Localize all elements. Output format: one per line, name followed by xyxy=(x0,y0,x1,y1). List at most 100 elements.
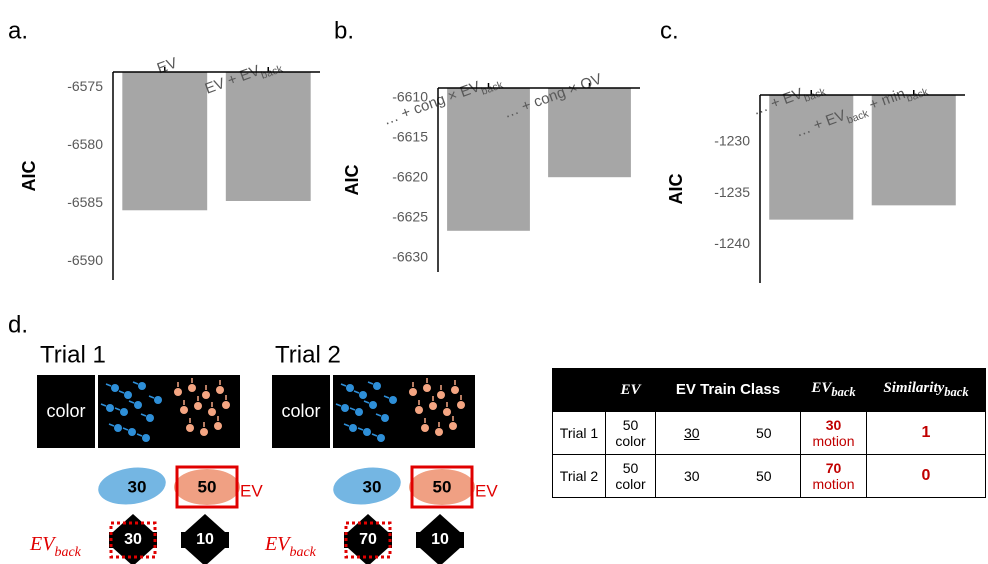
dot xyxy=(346,384,354,392)
text-part: EV xyxy=(620,382,640,398)
y-tick-label: -6590 xyxy=(67,252,103,268)
dot xyxy=(449,422,457,430)
header-cell xyxy=(553,369,606,412)
page: {"chart_data": [ {"type": "bar", "label"… xyxy=(0,0,988,564)
dot xyxy=(409,388,417,396)
dot xyxy=(421,424,429,432)
bar xyxy=(122,72,207,210)
dot xyxy=(457,401,465,409)
dot xyxy=(174,388,182,396)
ev-value: 30 xyxy=(128,477,147,496)
train-cell: 30 xyxy=(656,412,728,455)
bar xyxy=(226,72,311,201)
ev-source: color xyxy=(606,433,655,449)
dot xyxy=(373,382,381,390)
ev-value: 30 xyxy=(363,477,382,496)
header-cell: EV xyxy=(606,369,656,412)
dot xyxy=(200,428,208,436)
y-tick-label: -6610 xyxy=(392,89,428,105)
dot xyxy=(138,382,146,390)
stimulus-box xyxy=(333,375,475,448)
dot xyxy=(202,391,210,399)
dot xyxy=(111,384,119,392)
dot xyxy=(188,384,196,392)
train-cell: 30 xyxy=(656,455,728,498)
text-part: EV xyxy=(811,380,831,396)
ev-back-label: EVback xyxy=(29,533,82,560)
y-tick-label: -6580 xyxy=(67,136,103,152)
ev-source: color xyxy=(606,476,655,492)
dot xyxy=(359,391,367,399)
ev-label: EV xyxy=(240,481,263,500)
similarity-cell: 0 xyxy=(867,455,986,498)
back-value: 30 xyxy=(124,531,142,548)
dot xyxy=(114,424,122,432)
train-cell: 50 xyxy=(728,455,801,498)
bar xyxy=(872,95,956,205)
text-part: EV Train Class xyxy=(676,381,780,398)
dot xyxy=(120,408,128,416)
ev-value: 50 xyxy=(198,477,217,496)
dot xyxy=(369,401,377,409)
subscript: back xyxy=(831,385,855,399)
dot xyxy=(186,424,194,432)
dot xyxy=(381,414,389,422)
y-tick-label: -6585 xyxy=(67,194,103,210)
cue-label: color xyxy=(281,401,320,421)
y-tick-label: -6630 xyxy=(392,249,428,265)
dot xyxy=(389,396,397,404)
dot xyxy=(142,434,150,442)
y-tick-label: -6625 xyxy=(392,209,428,225)
y-axis-label: AIC xyxy=(19,161,39,192)
header-row: EVEV Train ClassEVbackSimilarityback xyxy=(553,369,986,412)
y-tick-label: -1230 xyxy=(714,133,750,149)
ev-back-label: EVback xyxy=(264,533,317,560)
dot xyxy=(435,428,443,436)
text-part: EV xyxy=(29,533,57,555)
dot xyxy=(208,408,216,416)
dot xyxy=(214,422,222,430)
train-cell: 50 xyxy=(728,412,801,455)
panel-label: d. xyxy=(8,311,28,338)
ev-number: 50 xyxy=(606,460,655,476)
cue-label: color xyxy=(46,401,85,421)
ev-value: 50 xyxy=(433,477,452,496)
dot xyxy=(429,402,437,410)
summary-table: EVEV Train ClassEVbackSimilaritybackTria… xyxy=(552,368,986,498)
dot xyxy=(355,408,363,416)
y-tick-label: -6620 xyxy=(392,169,428,185)
back-value: 10 xyxy=(196,531,214,548)
dot xyxy=(443,408,451,416)
dot xyxy=(106,404,114,412)
dot xyxy=(415,406,423,414)
dot xyxy=(154,396,162,404)
dot xyxy=(128,428,136,436)
stimulus-box xyxy=(98,375,240,448)
trial-title: Trial 1 xyxy=(40,341,106,368)
header-cell: Similarityback xyxy=(867,369,986,412)
back-value: 70 xyxy=(359,531,377,548)
subscript: back xyxy=(54,545,81,560)
y-tick-label: -1240 xyxy=(714,235,750,251)
y-tick-label: -6575 xyxy=(67,78,103,94)
back-value: 10 xyxy=(431,531,449,548)
ev-number: 50 xyxy=(606,417,655,433)
y-tick-label: -6615 xyxy=(392,129,428,145)
dot xyxy=(134,401,142,409)
similarity-cell: 1 xyxy=(867,412,986,455)
dot xyxy=(349,424,357,432)
table-row: Trial 150color305030motion1 xyxy=(553,412,986,455)
y-tick-label: -1235 xyxy=(714,184,750,200)
dot xyxy=(341,404,349,412)
header-cell: EV Train Class xyxy=(656,369,801,412)
panel-label: c. xyxy=(660,17,679,44)
y-axis-label: AIC xyxy=(666,174,686,205)
subscript: back xyxy=(289,545,316,560)
dot xyxy=(146,414,154,422)
panel-label: b. xyxy=(334,17,354,44)
ev-back-number: 70 xyxy=(801,460,866,476)
ev-back-source: motion xyxy=(801,476,866,492)
